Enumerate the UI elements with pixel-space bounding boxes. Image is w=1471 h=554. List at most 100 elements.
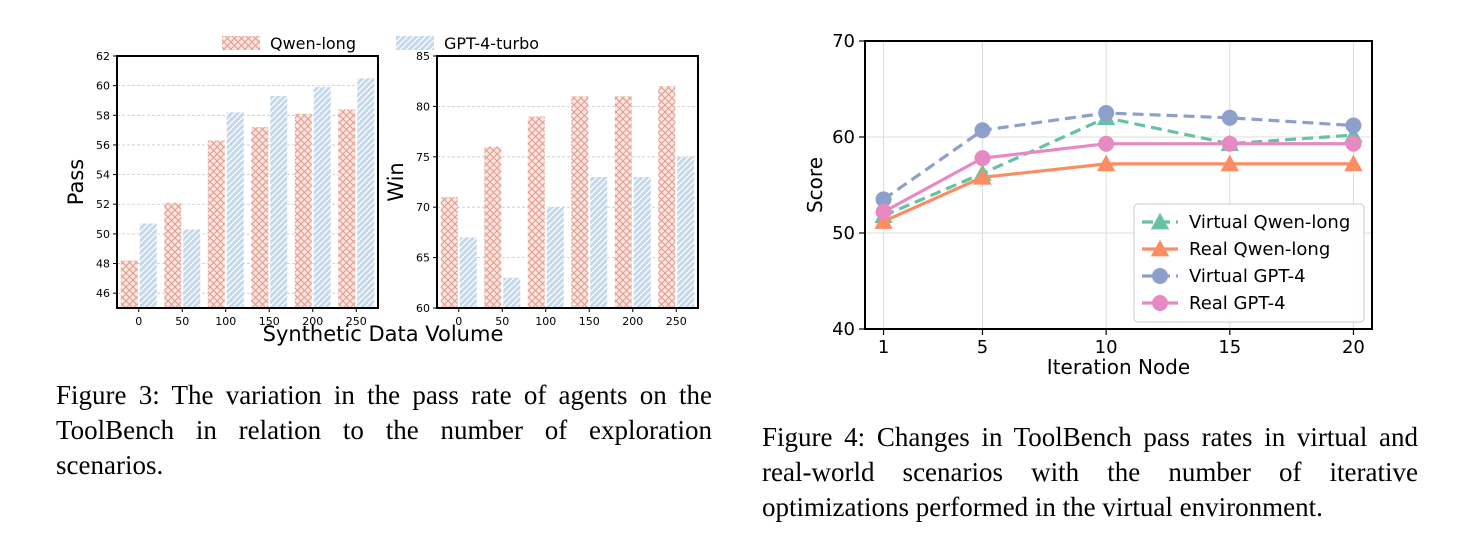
pass-bar-qwen-long — [338, 109, 356, 308]
legend-label-virtual-gpt-4: Virtual GPT-4 — [1189, 266, 1306, 287]
series-point-virtual-gpt-4 — [1221, 109, 1238, 126]
legend-label-qwen-long: Qwen-long — [270, 34, 356, 53]
line-x-tick-label: 1 — [878, 337, 889, 358]
series-point-real-gpt-4 — [974, 150, 991, 167]
legend-marker-virtual-gpt-4 — [1152, 268, 1168, 284]
win-x-tick-label: 200 — [622, 315, 643, 328]
win-bar-qwen-long — [614, 96, 632, 308]
win-panel: 60 65 70 75 80 85 0 50 100 150 200 250 Win — [384, 50, 699, 328]
legend-label-real-qwen-long: Real Qwen-long — [1189, 239, 1330, 260]
win-y-tick-label: 75 — [416, 151, 430, 164]
legend-marker-real-gpt-4 — [1152, 295, 1168, 311]
legend-swatch-qwen-long — [222, 36, 260, 50]
line-x-tick-label: 20 — [1342, 337, 1365, 358]
line-y-axis-label: Score — [803, 157, 827, 213]
line-x-tick-label: 15 — [1218, 337, 1241, 358]
series-point-virtual-gpt-4 — [974, 122, 991, 139]
win-bar-qwen-long — [527, 116, 545, 308]
win-bar-gpt-4-turbo — [633, 176, 651, 308]
pass-y-tick-label: 60 — [96, 80, 110, 93]
figure3-legend: Qwen-long GPT-4-turbo — [222, 34, 539, 53]
pass-y-tick-label: 54 — [96, 169, 110, 182]
win-y-tick-label: 85 — [416, 50, 430, 63]
pass-y-tick-label: 56 — [96, 139, 110, 152]
pass-x-tick-label: 100 — [215, 315, 236, 328]
series-point-real-qwen-long — [1096, 154, 1116, 172]
line-y-tick-label: 40 — [832, 319, 855, 340]
line-frame — [864, 40, 1373, 330]
win-x-tick-label: 100 — [535, 315, 556, 328]
pass-bar-gpt-4-turbo — [270, 96, 288, 308]
figure3-x-axis-label: Synthetic Data Volume — [263, 322, 504, 346]
pass-bar-gpt-4-turbo — [313, 87, 331, 308]
win-x-tick-label: 0 — [455, 315, 462, 328]
win-y-tick-label: 65 — [416, 252, 430, 265]
series-point-real-qwen-long — [874, 212, 893, 229]
figure3-caption: Figure 3: The variation in the pass rate… — [56, 380, 712, 480]
win-bar-gpt-4-turbo — [459, 237, 477, 308]
pass-x-tick-label: 250 — [346, 315, 367, 328]
series-point-real-gpt-4 — [1098, 135, 1115, 152]
win-bar-qwen-long — [571, 96, 589, 308]
legend-swatch-gpt-4-turbo — [396, 36, 434, 50]
series-point-real-qwen-long — [973, 168, 992, 185]
pass-frame — [116, 55, 379, 309]
win-x-tick-label: 250 — [666, 315, 687, 328]
win-x-tick-label: 50 — [495, 315, 509, 328]
series-point-real-gpt-4 — [1221, 135, 1238, 152]
pass-bar-gpt-4-turbo — [139, 223, 157, 308]
series-point-real-gpt-4 — [1345, 135, 1362, 152]
pass-bar-qwen-long — [207, 140, 225, 308]
series-line-real-gpt-4 — [882, 142, 1354, 214]
pass-bar-gpt-4-turbo — [226, 112, 244, 309]
series-point-virtual-gpt-4 — [875, 191, 892, 208]
win-bar-gpt-4-turbo — [546, 207, 564, 308]
pass-x-tick-label: 150 — [259, 315, 280, 328]
win-bar-qwen-long — [440, 197, 458, 308]
legend-label-real-gpt-4: Real GPT-4 — [1189, 293, 1286, 314]
legend-label-gpt-4-turbo: GPT-4-turbo — [444, 34, 539, 53]
series-point-real-gpt-4 — [875, 203, 892, 220]
win-bar-qwen-long — [658, 86, 676, 309]
line-x-tick-label: 5 — [977, 337, 988, 358]
win-y-tick-label: 80 — [416, 100, 430, 113]
win-bar-qwen-long — [484, 146, 502, 308]
series-point-real-qwen-long — [1344, 154, 1363, 172]
line-y-tick-label: 50 — [832, 223, 855, 244]
line-x-axis-label: Iteration Node — [1047, 355, 1190, 379]
pass-y-tick-label: 62 — [96, 50, 110, 63]
pass-y-tick-label: 48 — [96, 258, 110, 271]
series-point-virtual-gpt-4 — [1098, 105, 1115, 121]
win-y-tick-label: 70 — [416, 201, 430, 214]
pass-x-tick-label: 200 — [302, 315, 323, 328]
pass-bar-qwen-long — [120, 260, 138, 308]
win-bar-gpt-4-turbo — [590, 176, 608, 308]
win-y-axis-label: Win — [384, 162, 408, 201]
pass-x-tick-label: 0 — [135, 315, 142, 328]
pass-x-tick-label: 50 — [175, 315, 189, 328]
legend-marker-virtual-qwen-long — [1150, 212, 1170, 230]
line-legend-box — [1133, 203, 1365, 323]
pass-panel: 46 48 50 52 54 56 58 60 62 0 50 100 150 200 250 Pass — [64, 50, 379, 328]
line-x-tick-label: 10 — [1095, 337, 1118, 358]
win-bar-gpt-4-turbo — [503, 277, 521, 308]
pass-bar-gpt-4-turbo — [183, 229, 201, 308]
legend-marker-real-qwen-long — [1150, 239, 1170, 257]
win-bar-gpt-4-turbo — [677, 156, 695, 308]
series-point-real-qwen-long — [1220, 154, 1239, 172]
win-x-tick-label: 150 — [579, 315, 600, 328]
pass-y-tick-label: 52 — [96, 198, 110, 211]
figure3-chart: Qwen-long GPT-4-turbo 46 48 50 52 54 56 58 60 62… — [64, 34, 699, 346]
pass-bar-qwen-long — [164, 202, 182, 308]
pass-y-tick-label: 58 — [96, 109, 110, 122]
pass-y-axis-label: Pass — [64, 159, 88, 205]
figure4-caption: Figure 4: Changes in ToolBench pass rate… — [762, 422, 1418, 522]
series-point-virtual-gpt-4 — [1345, 117, 1362, 134]
legend-label-virtual-qwen-long: Virtual Qwen-long — [1189, 212, 1350, 233]
line-y-tick-label: 70 — [832, 31, 855, 52]
series-line-virtual-qwen-long — [882, 116, 1354, 218]
win-y-tick-label: 60 — [416, 302, 430, 315]
pass-y-tick-label: 46 — [96, 287, 110, 300]
